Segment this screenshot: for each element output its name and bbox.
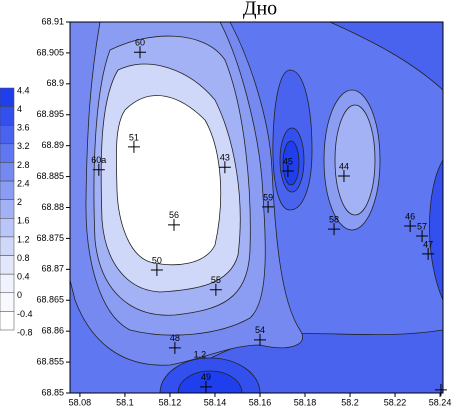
y-tick-label: 68.855 [36, 356, 64, 366]
y-tick-label: 68.88 [41, 202, 64, 212]
colorbar-label: 2 [17, 197, 22, 207]
sample-point [416, 229, 429, 242]
y-tick-label: 68.89 [41, 140, 64, 150]
point-label: 59 [263, 192, 273, 202]
colorbar-swatch [0, 143, 15, 163]
colorbar-swatch [0, 124, 15, 145]
colorbar-label: 4.4 [17, 85, 30, 95]
point-label: 44 [339, 161, 349, 171]
colorbar-label: 0 [17, 290, 22, 300]
sample-point [150, 263, 163, 276]
colorbar-swatch [0, 255, 15, 275]
colorbar-label: 2.8 [17, 160, 30, 170]
point-label: 60 [135, 38, 145, 48]
y-tick-label: 68.875 [36, 233, 64, 243]
colorbar-label: 3.2 [17, 141, 30, 151]
x-tick-label: 58.08 [69, 397, 92, 407]
x-tick-label: 58.24 [429, 397, 452, 407]
point-label: 54 [255, 325, 265, 335]
colorbar-label: -0.8 [17, 327, 33, 337]
sample-point [92, 163, 105, 176]
sample-point [218, 161, 231, 174]
point-label: 48 [170, 333, 180, 343]
sample-point [434, 383, 447, 396]
point-label: 47 [423, 239, 433, 249]
colorbar-label: 1.2 [17, 234, 30, 244]
colorbar-label: 4 [17, 104, 22, 114]
point-label: 55 [211, 275, 221, 285]
sample-point [404, 220, 417, 233]
y-tick-label: 68.865 [36, 295, 64, 305]
point-label: 51 [129, 132, 139, 142]
point-label: 49 [201, 372, 211, 382]
sample-point [422, 247, 435, 260]
sample-point [209, 283, 222, 296]
point-label: 50 [152, 255, 162, 265]
colorbar-swatch [0, 87, 15, 107]
sample-point [167, 218, 180, 231]
point-label: 43 [220, 153, 230, 163]
sample-point [253, 333, 266, 346]
y-tick-label: 68.9 [46, 78, 64, 88]
colorbar-swatch [0, 273, 15, 294]
x-tick-label: 58.1 [116, 397, 134, 407]
sample-point [168, 341, 181, 354]
point-label: 60a [91, 155, 106, 165]
colorbar-swatch [0, 292, 15, 312]
sample-point [262, 200, 275, 213]
x-tick-label: 58.22 [384, 397, 407, 407]
colorbar-swatch [0, 311, 15, 331]
point-label: 58 [329, 215, 339, 225]
colorbar-swatch [0, 199, 15, 219]
point-label: 45 [283, 156, 293, 166]
colorbar-swatch [0, 180, 15, 200]
x-tick-label: 58.14 [204, 397, 227, 407]
contour-fill [70, 22, 443, 393]
sample-point [337, 169, 350, 182]
sample-point [281, 165, 294, 178]
point-label: 56 [169, 210, 179, 220]
point-label: 46 [405, 211, 415, 221]
sample-point [127, 140, 140, 153]
colorbar-label: 2.4 [17, 178, 30, 188]
x-tick-label: 58.2 [341, 397, 359, 407]
y-tick-label: 68.905 [36, 47, 64, 57]
colorbar-label: 0.4 [17, 272, 30, 282]
colorbar-swatch [0, 106, 15, 126]
colorbar-label: 0.8 [17, 253, 30, 263]
x-tick-label: 58.16 [249, 397, 272, 407]
x-tick-label: 58.12 [159, 397, 182, 407]
chart-title: Дно [243, 0, 277, 20]
sample-point [328, 223, 341, 236]
colorbar-swatch [0, 162, 15, 182]
sample-point [199, 380, 212, 393]
contour-label: 1.2 [194, 350, 207, 360]
y-tick-label: 68.91 [41, 16, 64, 26]
colorbar-swatch [0, 218, 15, 238]
x-tick-label: 58.18 [294, 397, 317, 407]
colorbar-label: 1.6 [17, 216, 30, 226]
y-tick-label: 68.895 [36, 109, 64, 119]
y-tick-label: 68.87 [41, 264, 64, 274]
sample-point [134, 46, 147, 59]
colorbar-label: 3.6 [17, 123, 30, 133]
point-label: 57 [417, 221, 427, 231]
y-tick-label: 68.86 [41, 326, 64, 336]
y-tick-label: 68.85 [41, 387, 64, 397]
y-tick-label: 68.885 [36, 171, 64, 181]
colorbar-swatch [0, 236, 15, 256]
colorbar-label: -0.4 [17, 309, 33, 319]
